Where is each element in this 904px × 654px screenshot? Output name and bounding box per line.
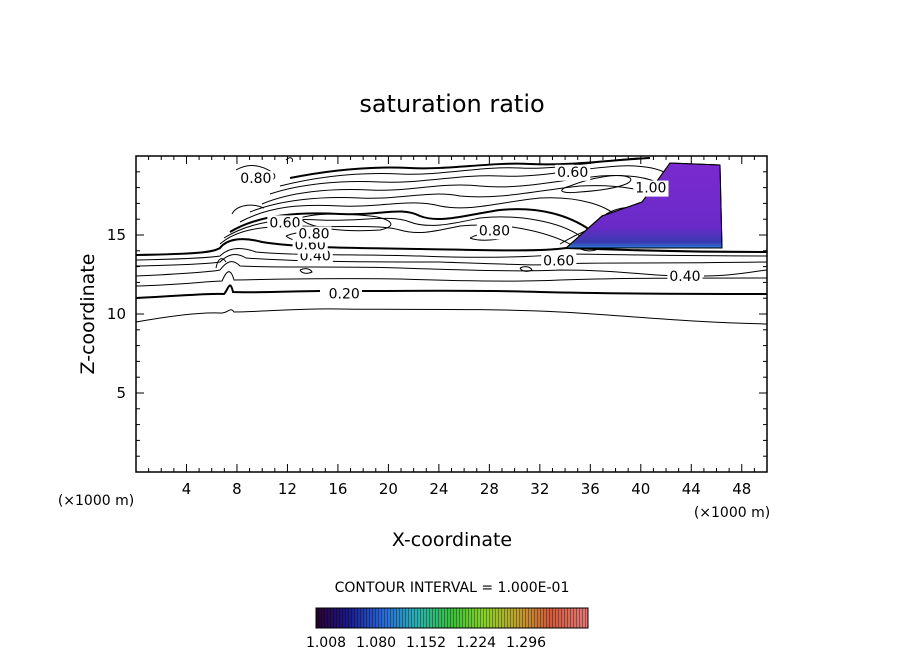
x-tick-label: 48 (732, 480, 751, 498)
contour-label: 0.80 (240, 171, 271, 187)
x-tick-label: 28 (480, 480, 499, 498)
contour-label: 0.80 (479, 223, 510, 239)
contour-line (135, 238, 768, 256)
colorbar-stripes (316, 608, 588, 628)
contour-label: 0.40 (669, 269, 700, 285)
contour-label-background (238, 171, 274, 188)
contour-label: 0.60 (543, 253, 574, 269)
chart-title: saturation ratio (359, 90, 544, 118)
x-tick-label: 12 (278, 480, 297, 498)
contour-line (135, 261, 768, 277)
contour-label-background (326, 286, 362, 303)
contour-label-background (633, 180, 669, 197)
contour-label-background (541, 253, 577, 270)
x-tick-label: 36 (581, 480, 600, 498)
x-tick-label: 8 (232, 480, 242, 498)
axis-ticks (136, 156, 767, 472)
contour-label-background (555, 164, 591, 181)
contour-line (135, 254, 768, 267)
x-unit-label: (×1000 m) (58, 493, 134, 509)
contour-line (135, 308, 768, 325)
contour-line (519, 266, 533, 272)
colorbar-tick-label: 1.008 (306, 635, 346, 651)
contour-label: 0.60 (557, 165, 588, 181)
contour-label: 0.60 (269, 215, 300, 231)
y-axis-label: Z-coordinate (77, 254, 99, 375)
contour-line (135, 284, 768, 299)
contour-label: 1.00 (635, 181, 666, 197)
contour-line (239, 197, 621, 223)
colorbar-tick-label: 1.152 (406, 635, 446, 651)
colorbar-labels: 1.008 1.080 1.152 1.224 1.296 (306, 635, 546, 651)
contour-line (261, 175, 661, 205)
x-tick-label: 32 (530, 480, 549, 498)
contour-labels: 0.200.400.40 0.600.600.600.600.800.800.80… (238, 164, 703, 303)
colorbar-tick-label: 1.296 (506, 635, 546, 651)
x-axis-label: X-coordinate (392, 529, 512, 551)
contour-label-background (296, 226, 332, 243)
contour-line (561, 175, 632, 193)
contour-line (299, 268, 313, 274)
x-tick-label: 44 (682, 480, 701, 498)
contour-line (231, 204, 265, 215)
contour-label: 0.20 (329, 286, 360, 302)
x-tick-label: 24 (429, 480, 448, 498)
colorbar-tick-label: 1.224 (456, 635, 496, 651)
contour-line (215, 258, 227, 269)
y-tick-label: 5 (116, 384, 126, 402)
contour-label-background (667, 269, 703, 286)
y-tick-label: 10 (107, 305, 126, 323)
contour-line (269, 165, 665, 195)
y-tick-label: 15 (107, 226, 126, 244)
x-tick-label: 16 (328, 480, 347, 498)
contour-line (135, 271, 768, 287)
contour-line (135, 248, 768, 261)
contour-line (279, 157, 641, 187)
x-tick-label: 4 (182, 480, 192, 498)
x-tick-label: 20 (379, 480, 398, 498)
contour-label-background (267, 215, 303, 232)
contour-line (249, 185, 661, 213)
colorbar-tick-label: 1.080 (356, 635, 396, 651)
contour-label: 0.80 (298, 226, 329, 242)
x-tick-label: 40 (631, 480, 650, 498)
contour-line (289, 157, 651, 179)
z-unit-label: (×1000 m) (694, 505, 770, 521)
contour-line (229, 208, 591, 233)
contour-interval-text: CONTOUR INTERVAL = 1.000E-01 (335, 580, 570, 596)
contour-label-background (476, 223, 512, 240)
